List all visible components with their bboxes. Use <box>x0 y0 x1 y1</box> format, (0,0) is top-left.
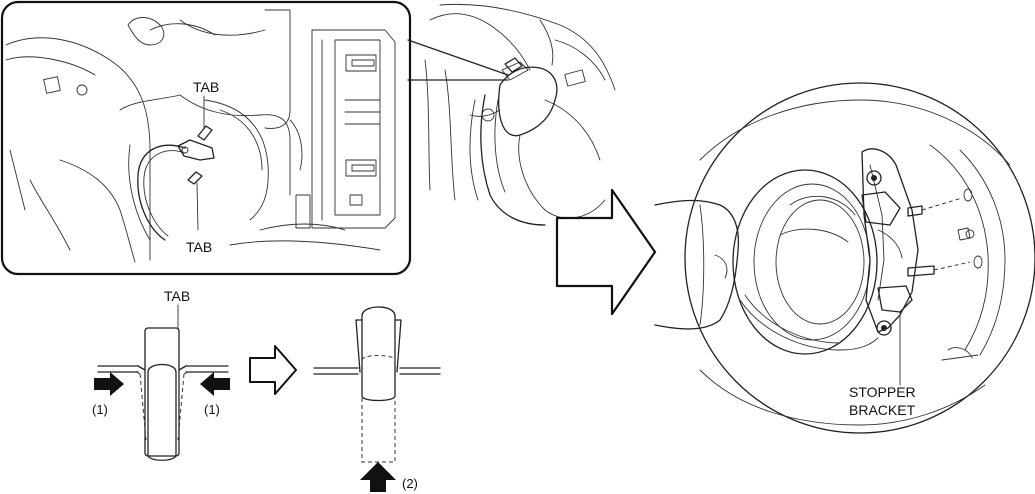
stopper-bracket <box>861 148 919 333</box>
vehicle-fuel-door-view <box>424 3 616 226</box>
press-arrow-right <box>200 372 230 396</box>
inset-leader-top <box>407 39 509 76</box>
lower-tab-clip <box>187 171 203 185</box>
lower-tab-leader <box>196 182 199 231</box>
label-tab-upper: TAB <box>193 79 219 95</box>
push-arrow-up <box>360 462 396 492</box>
label-tab-lower: TAB <box>186 239 212 255</box>
upper-tab-clip <box>197 125 213 141</box>
label-tab-detail: TAB <box>164 288 190 304</box>
label-step1-left: (1) <box>92 402 108 417</box>
tab-pushed-body <box>361 306 396 402</box>
tab-detail-before: TAB (1) (1) <box>92 288 230 461</box>
step-arrow-small <box>249 345 297 395</box>
label-stopper: STOPPER <box>849 384 916 400</box>
press-arrow-left <box>94 372 124 396</box>
fuel-door-stopper-view: STOPPER BRACKET <box>654 82 1035 434</box>
label-bracket: BRACKET <box>849 402 916 418</box>
label-step2: (2) <box>402 476 418 491</box>
inset-detail: TAB TAB <box>0 0 509 276</box>
step-arrow-large <box>555 188 657 316</box>
hand-glove <box>654 199 740 330</box>
tab-body <box>144 327 180 457</box>
label-step1-right: (1) <box>204 402 220 417</box>
tab-lock-oval <box>147 363 177 461</box>
tab-detail-after: (2) <box>313 306 441 492</box>
inset-latch-assembly <box>289 29 396 229</box>
view-circle-outer <box>684 82 1035 434</box>
inset-wire <box>137 95 215 241</box>
inset-body-panel <box>5 9 381 263</box>
filler-neck-outer <box>732 169 878 355</box>
